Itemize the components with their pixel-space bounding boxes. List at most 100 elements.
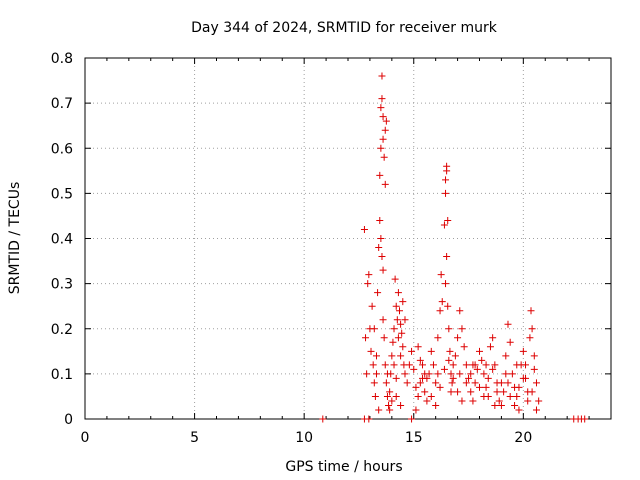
data-point	[388, 352, 396, 360]
plot-frame	[84, 57, 612, 420]
data-point	[449, 374, 457, 382]
y-tick-label: 0.8	[51, 51, 73, 67]
data-point	[397, 401, 405, 409]
data-point	[432, 401, 440, 409]
data-point	[506, 338, 514, 346]
data-point	[442, 280, 450, 288]
data-point	[444, 302, 452, 310]
data-point	[405, 361, 413, 369]
x-axis-label: GPS time / hours	[285, 459, 402, 475]
data-point	[381, 180, 389, 188]
data-point	[432, 379, 440, 387]
data-point	[375, 244, 383, 252]
data-point	[515, 406, 523, 414]
data-point	[504, 379, 512, 387]
data-point	[476, 383, 483, 391]
data-point	[489, 365, 497, 373]
data-point	[383, 392, 391, 400]
data-point	[396, 307, 404, 315]
data-point	[393, 316, 401, 324]
data-point	[506, 392, 514, 400]
y-tick-label: 0.6	[51, 141, 73, 157]
y-tick-label: 0.2	[51, 322, 73, 338]
data-point	[394, 334, 402, 342]
x-tick-label: 15	[405, 430, 423, 446]
data-point	[376, 216, 384, 224]
data-point	[319, 415, 327, 423]
data-point	[502, 370, 510, 378]
data-point	[491, 401, 499, 409]
data-point	[363, 370, 371, 378]
data-point	[437, 271, 445, 279]
data-points	[319, 72, 589, 423]
x-tick-label: 20	[514, 430, 532, 446]
data-point	[381, 361, 389, 369]
data-point	[500, 388, 508, 396]
data-point	[385, 401, 393, 409]
data-point	[445, 325, 453, 333]
data-point	[399, 298, 407, 306]
data-point	[408, 415, 416, 423]
data-point	[401, 370, 409, 378]
data-point	[519, 347, 527, 355]
data-point	[513, 361, 521, 369]
data-point	[410, 365, 418, 373]
data-point	[379, 135, 387, 143]
y-tick-label: 0.3	[51, 277, 73, 293]
data-point	[377, 144, 385, 152]
y-tick-label: 0.7	[51, 96, 73, 112]
data-point	[392, 392, 400, 400]
data-point	[427, 392, 435, 400]
data-point	[382, 117, 390, 125]
x-tick-label: 10	[295, 430, 313, 446]
data-point	[414, 343, 422, 351]
data-point	[458, 325, 466, 333]
data-point	[448, 379, 456, 387]
data-point	[484, 374, 492, 382]
data-point	[480, 392, 488, 400]
x-tick-label: 5	[190, 430, 199, 446]
data-point	[482, 361, 490, 369]
data-point	[372, 352, 380, 360]
data-point	[482, 383, 490, 391]
data-point	[519, 374, 527, 382]
data-point	[456, 307, 464, 315]
data-point	[377, 235, 385, 242]
data-point	[414, 392, 422, 400]
data-point	[416, 356, 424, 364]
data-point	[524, 397, 532, 405]
data-point	[369, 361, 377, 369]
data-point	[381, 126, 389, 134]
data-point	[438, 298, 446, 306]
data-point	[389, 338, 397, 346]
data-point	[371, 392, 379, 400]
y-tick-label: 0.4	[51, 232, 73, 248]
data-point	[511, 401, 519, 409]
data-point	[527, 307, 535, 315]
data-point	[364, 280, 372, 288]
grid	[85, 58, 611, 419]
y-tick-label: 0	[64, 412, 73, 428]
data-point	[447, 370, 455, 378]
data-point	[508, 370, 516, 378]
data-point	[451, 352, 459, 360]
data-point	[467, 388, 475, 396]
data-point	[427, 347, 435, 355]
data-point	[476, 347, 483, 355]
data-point	[374, 289, 382, 297]
data-point	[495, 397, 503, 405]
data-point	[442, 189, 450, 197]
data-point	[513, 392, 521, 400]
data-point	[471, 379, 479, 387]
data-point	[392, 374, 400, 382]
data-point	[528, 388, 536, 396]
data-point	[419, 361, 427, 369]
data-point	[375, 406, 383, 414]
data-point	[391, 275, 399, 283]
data-point	[522, 361, 530, 369]
data-point	[465, 374, 473, 382]
data-point	[486, 343, 494, 351]
data-point	[436, 383, 444, 391]
data-point	[454, 334, 462, 342]
